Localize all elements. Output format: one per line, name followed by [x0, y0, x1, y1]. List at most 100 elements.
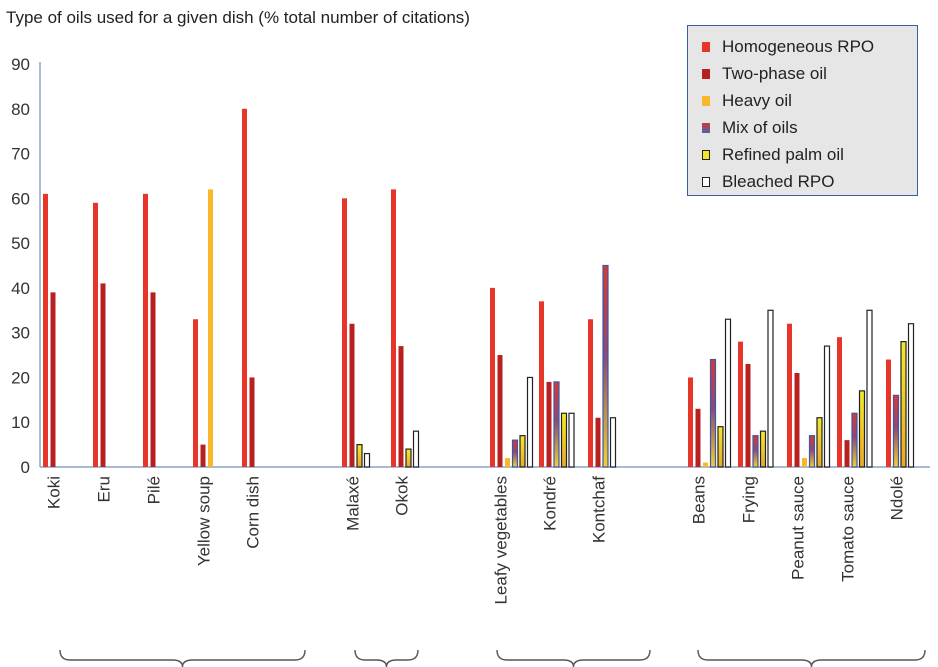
- bar-leafy-vegetables-two-phase-oil: [497, 355, 503, 467]
- bar-okok-two-phase-oil: [398, 346, 404, 467]
- bar-ndole-bleached-rpo: [907, 323, 915, 468]
- bar-tomato-sauce-refined-palm-oil: [858, 390, 866, 468]
- x-tick-label-beans: Beans: [689, 476, 708, 524]
- y-tick-label: 0: [21, 458, 30, 477]
- bar-malaxe-refined-palm-oil: [356, 444, 363, 468]
- bar-frying-two-phase-oil: [745, 364, 751, 467]
- bar-malaxe-bleached-rpo: [363, 452, 371, 468]
- bar-kondre-mix-of-oils: [553, 381, 560, 468]
- bar-yellow-soup-heavy-oil: [208, 189, 213, 467]
- bar-okok-bleached-rpo: [412, 430, 420, 468]
- legend-swatch-heavy-oil: [702, 95, 710, 106]
- bar-corn-dish-two-phase-oil: [249, 377, 255, 467]
- legend-item: Bleached RPO: [702, 168, 917, 195]
- bar-corn-dish-homogeneous-rpo: [242, 108, 247, 468]
- bar-kontchaf-bleached-rpo: [609, 417, 617, 468]
- group-brace-4: [697, 649, 926, 667]
- legend-label: Heavy oil: [722, 90, 792, 110]
- legend-item: Refined palm oil: [702, 141, 917, 168]
- x-tick-label-okok: Okok: [392, 476, 411, 516]
- bar-yellow-soup-two-phase-oil: [200, 444, 206, 467]
- legend-item: Two-phase oil: [702, 60, 917, 87]
- bar-kontchaf-homogeneous-rpo: [588, 319, 593, 467]
- bar-peanut-sauce-bleached-rpo: [823, 345, 831, 468]
- bar-beans-two-phase-oil: [695, 408, 701, 467]
- y-tick-label: 10: [11, 413, 30, 432]
- legend-item: Homogeneous RPO: [702, 33, 917, 60]
- bar-peanut-sauce-homogeneous-rpo: [787, 323, 792, 467]
- bar-pile-two-phase-oil: [150, 292, 156, 467]
- y-tick-label: 90: [11, 55, 30, 74]
- y-tick-label: 50: [11, 234, 30, 253]
- legend-item: Heavy oil: [702, 87, 917, 114]
- bar-tomato-sauce-mix-of-oils: [851, 412, 858, 468]
- x-tick-label-peanut-sauce: Peanut sauce: [788, 476, 807, 580]
- group-brace-1: [59, 649, 306, 667]
- legend-label: Two-phase oil: [722, 63, 827, 83]
- legend-swatch-bleached-rpo: [702, 176, 710, 187]
- bar-leafy-vegetables-refined-palm-oil: [519, 435, 526, 468]
- bar-tomato-sauce-two-phase-oil: [844, 440, 850, 467]
- bar-beans-heavy-oil: [703, 462, 708, 467]
- bar-malaxe-two-phase-oil: [349, 323, 355, 467]
- legend-label: Homogeneous RPO: [722, 36, 875, 56]
- x-tick-label-kontchaf: Kontchaf: [589, 476, 608, 543]
- bar-kondre-refined-palm-oil: [560, 412, 568, 468]
- x-tick-label-yellow-soup: Yellow soup: [194, 476, 213, 566]
- bar-peanut-sauce-two-phase-oil: [794, 372, 800, 467]
- bar-leafy-vegetables-bleached-rpo: [526, 376, 534, 468]
- bar-frying-refined-palm-oil: [759, 430, 767, 468]
- bar-frying-homogeneous-rpo: [738, 341, 743, 467]
- bar-okok-refined-palm-oil: [405, 448, 412, 468]
- bar-kondre-bleached-rpo: [568, 412, 575, 468]
- legend: Homogeneous RPO Two-phase oil Heavy oil …: [687, 25, 918, 196]
- group-brace-3: [496, 649, 651, 667]
- x-tick-label-leafy-vegetables: Leafy vegetables: [491, 476, 510, 605]
- bar-koki-two-phase-oil: [50, 292, 56, 467]
- bar-kontchaf-mix-of-oils: [602, 264, 609, 468]
- bar-beans-mix-of-oils: [709, 358, 717, 468]
- legend-swatch-homogeneous-rpo: [702, 41, 710, 52]
- x-tick-label-ndole: Ndolé: [887, 476, 906, 520]
- legend-swatch-two-phase-oil: [702, 68, 710, 79]
- legend-label: Mix of oils: [722, 117, 798, 137]
- bar-ndole-homogeneous-rpo: [886, 359, 891, 467]
- legend-swatch-refined-palm-oil: [702, 149, 710, 160]
- bar-peanut-sauce-heavy-oil: [802, 458, 807, 467]
- x-tick-label-frying: Frying: [739, 476, 758, 523]
- bar-beans-homogeneous-rpo: [688, 377, 693, 467]
- bar-frying-mix-of-oils: [752, 435, 759, 468]
- bar-peanut-sauce-mix-of-oils: [808, 435, 816, 468]
- bar-yellow-soup-homogeneous-rpo: [193, 319, 198, 467]
- bar-malaxe-homogeneous-rpo: [342, 198, 347, 468]
- y-tick-label: 20: [11, 368, 30, 387]
- bar-ndole-mix-of-oils: [892, 394, 900, 468]
- bar-frying-bleached-rpo: [767, 309, 774, 468]
- bar-tomato-sauce-homogeneous-rpo: [837, 337, 842, 467]
- x-tick-label-malaxe: Malaxé: [343, 476, 362, 531]
- bar-kondre-two-phase-oil: [546, 381, 552, 467]
- legend-item: Mix of oils: [702, 114, 917, 141]
- group-brace-2: [354, 649, 419, 667]
- bar-pile-homogeneous-rpo: [143, 193, 148, 467]
- y-tick-label: 70: [11, 145, 30, 164]
- bar-leafy-vegetables-mix-of-oils: [511, 439, 519, 468]
- bar-eru-homogeneous-rpo: [93, 202, 98, 468]
- bar-leafy-vegetables-heavy-oil: [505, 458, 510, 467]
- bar-beans-refined-palm-oil: [717, 426, 724, 468]
- y-tick-label: 40: [11, 279, 30, 298]
- x-tick-label-pile: Pilé: [144, 476, 163, 504]
- bar-beans-bleached-rpo: [724, 318, 732, 468]
- x-tick-label-koki: Koki: [44, 476, 63, 509]
- x-tick-label-eru: Eru: [94, 476, 113, 502]
- bar-kondre-homogeneous-rpo: [539, 301, 544, 467]
- x-tick-label-corn-dish: Corn dish: [243, 476, 262, 549]
- y-tick-label: 80: [11, 100, 30, 119]
- bar-kontchaf-two-phase-oil: [595, 417, 601, 467]
- x-tick-label-kondre: Kondré: [540, 476, 559, 531]
- x-tick-label-tomato-sauce: Tomato sauce: [838, 476, 857, 582]
- bar-leafy-vegetables-homogeneous-rpo: [490, 287, 495, 467]
- legend-swatch-mix-of-oils: [702, 122, 710, 133]
- y-tick-label: 60: [11, 189, 30, 208]
